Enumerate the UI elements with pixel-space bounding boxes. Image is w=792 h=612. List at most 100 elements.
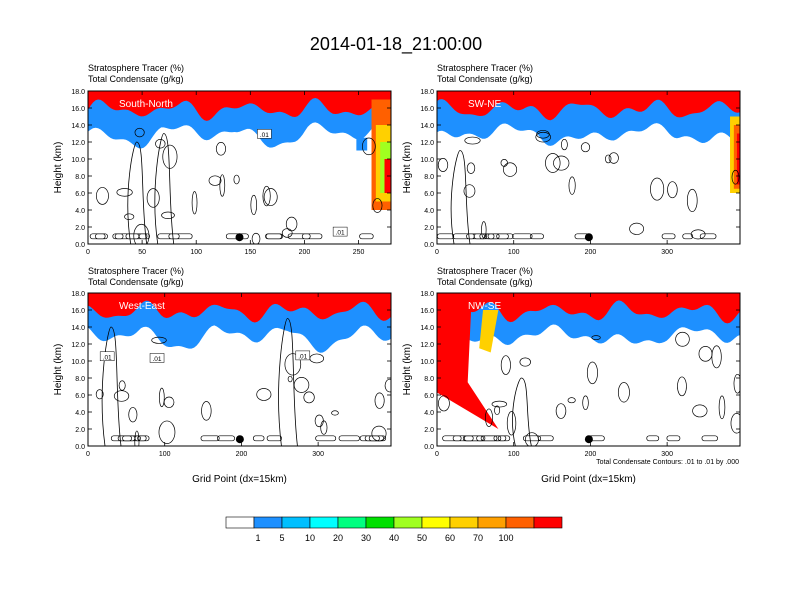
condensate-contour: [151, 336, 167, 344]
colorbar-swatch: [505, 516, 535, 529]
condensate-contour: [463, 184, 476, 198]
condensate-contour: [485, 233, 509, 240]
y-tick-label: 10.0: [420, 157, 434, 164]
plot-area: 0.0 2.0 4.0 6.0 8.0 10.0 12.0 14.0 16.0 18.0 0 100 2…: [420, 291, 741, 458]
condensate-contour: [464, 136, 481, 145]
condensate-contour: [266, 435, 282, 442]
condensate-contour: [250, 194, 258, 216]
condensate-contour: [315, 435, 337, 442]
location-marker: [235, 233, 244, 242]
plot-frame: [436, 90, 741, 245]
condensate-contour: [692, 404, 708, 418]
condensate-contour: [158, 387, 165, 408]
condensate-contour: [529, 233, 544, 240]
condensate-contour: [536, 130, 550, 139]
contour-label: .01: [298, 353, 307, 360]
y-tick-label: 2.0: [424, 427, 434, 434]
x-tick-label: 300: [661, 451, 673, 458]
x-tick-label: 100: [159, 451, 171, 458]
y-axis-label: Height (km): [402, 142, 413, 194]
condensate-contour: [252, 435, 265, 442]
condensate-contour: [125, 233, 148, 240]
condensate-contour: [364, 435, 380, 442]
condensate-contour: [303, 391, 315, 404]
condensate-contour: [497, 435, 511, 442]
y-tick-label: 16.0: [71, 106, 85, 113]
condensate-contour: [384, 378, 391, 393]
colorbar-swatch: [449, 516, 479, 529]
condensate-contour: [522, 435, 542, 442]
condensate-contour: [479, 233, 495, 240]
condensate-contour: [113, 390, 130, 402]
plot-area: 0.0 2.0 4.0 6.0 8.0 10.0 12.0 14.0 16.0 18.0 0 100 2…: [420, 89, 741, 256]
condensate-contour: [281, 228, 293, 238]
x-tick-label: 200: [585, 249, 597, 256]
y-tick-label: 6.0: [424, 393, 434, 400]
x-axis-label: Grid Point (dx=15km): [192, 474, 287, 485]
condensate-contour: [438, 395, 450, 412]
panel-label: SW-NE: [468, 99, 501, 110]
condensate-contour: [682, 233, 694, 240]
condensate-contour: [158, 420, 176, 444]
figure-title: 2014-01-18_21:00:00: [310, 34, 482, 55]
condensate-contour: [154, 133, 175, 244]
plot-frame: [87, 90, 392, 245]
colorbar-swatch: [393, 516, 423, 529]
condensate-contour: [519, 357, 531, 367]
contour-label-box: [295, 350, 311, 361]
location-marker: [584, 435, 593, 444]
condensate-contour: [503, 162, 518, 177]
contour-label: .01: [336, 230, 345, 237]
y-tick-label: 8.0: [75, 376, 85, 383]
colorbar-swatch: [365, 516, 395, 529]
colorbar-label: 70: [473, 533, 483, 543]
condensate-contour: [155, 139, 166, 149]
colorbar-swatch: [477, 516, 507, 529]
colorbar-label: 20: [333, 533, 343, 543]
y-tick-label: 6.0: [75, 393, 85, 400]
contour-label: .01: [260, 132, 269, 139]
condensate-contour: [535, 131, 552, 143]
condensate-contour: [134, 430, 140, 446]
y-tick-label: 16.0: [71, 308, 85, 315]
y-tick-label: 2.0: [424, 225, 434, 232]
condensate-contour: [338, 435, 360, 442]
condensate-contour: [690, 229, 706, 240]
condensate-contour: [133, 223, 150, 244]
condensate-contour: [629, 222, 645, 235]
condensate-contour: [372, 198, 383, 213]
y-tick-label: 0.0: [424, 444, 434, 451]
panel-header-line-2: Total Condensate (g/kg): [437, 277, 533, 287]
condensate-contour: [466, 162, 476, 174]
condensate-contour: [278, 318, 298, 446]
panel-south-north: Stratosphere Tracer (%) Total Condensate…: [53, 63, 392, 256]
contour-label: .01: [153, 356, 162, 363]
location-marker: [235, 435, 244, 444]
condensate-contour: [216, 435, 235, 442]
condensate-contour: [580, 142, 591, 153]
condensate-contour: [191, 191, 198, 215]
condensate-contour: [675, 331, 690, 347]
condensate-contour: [450, 150, 471, 244]
condensate-contour: [265, 233, 283, 240]
condensate-contour: [462, 435, 486, 442]
condensate-contour: [494, 405, 501, 416]
condensate-contour: [118, 380, 126, 391]
condensate-contour: [711, 345, 722, 369]
condensate-contour: [157, 233, 180, 240]
y-tick-label: 2.0: [75, 427, 85, 434]
condensate-contour: [134, 127, 145, 138]
condensate-contour: [161, 211, 175, 219]
x-tick-label: 200: [236, 451, 248, 458]
x-tick-label: 100: [508, 451, 520, 458]
condensate-contour: [256, 388, 272, 401]
x-tick-label: 200: [299, 249, 311, 256]
condensate-contour: [110, 435, 136, 442]
x-axis-label: Grid Point (dx=15km): [541, 474, 636, 485]
panel-label: South-North: [119, 99, 173, 110]
colorbar-label: 100: [498, 533, 513, 543]
y-tick-label: 4.0: [424, 410, 434, 417]
y-tick-label: 0.0: [75, 242, 85, 249]
colorbar-label: 60: [445, 533, 455, 543]
